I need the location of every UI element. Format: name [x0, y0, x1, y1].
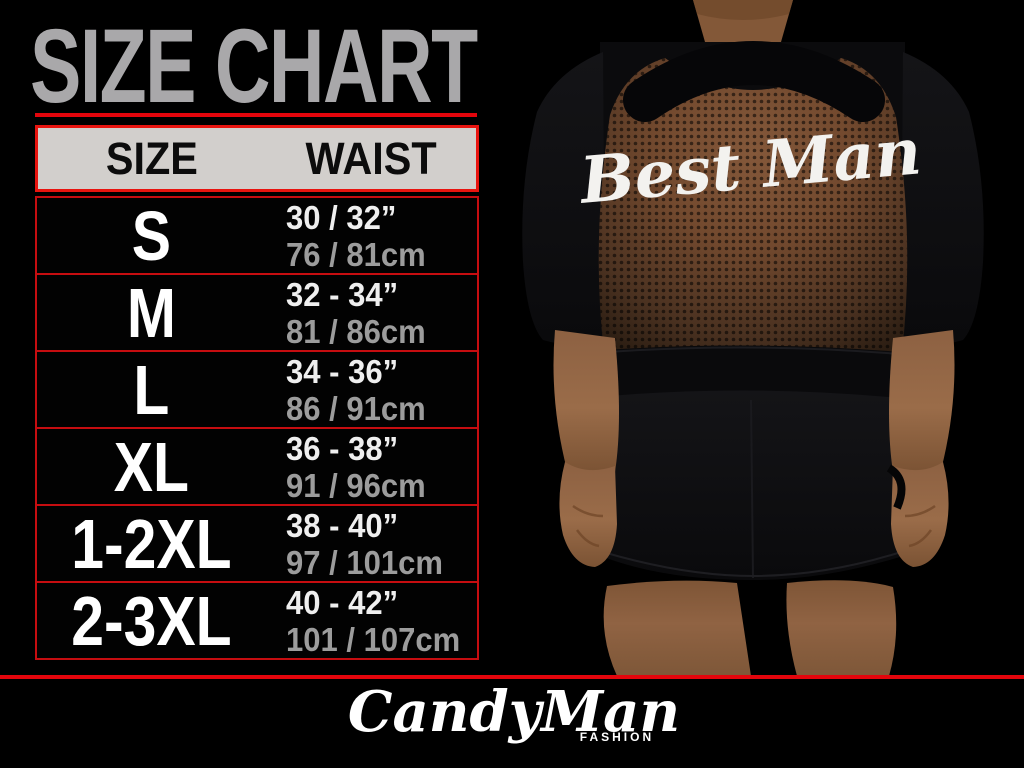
robe-belt [605, 345, 901, 402]
model-forearm-right [889, 330, 955, 472]
waist-centimeters: 101 / 107cm [285, 620, 461, 658]
waist-inches: 38 - 40” [285, 506, 398, 544]
waist-values: 30 / 32” 76 / 81cm [266, 199, 477, 273]
table-row: XL 36 - 38” 91 / 96cm [35, 427, 479, 506]
skirt-hem [602, 551, 902, 578]
brand-tagline: FASHION [579, 729, 655, 744]
page-title: SIZE CHART [30, 7, 478, 126]
size-label: XL [113, 427, 190, 506]
robe-sleeve-left [522, 52, 605, 345]
robe-collar [623, 41, 885, 122]
waist-centimeters: 86 / 91cm [285, 389, 426, 427]
model-forearm-left [553, 330, 619, 472]
waist-inches: 34 - 36” [285, 352, 398, 390]
product-photo: Best Man [485, 0, 1024, 676]
waist-centimeters: 97 / 101cm [285, 543, 443, 581]
hand-finger-lines-left [572, 504, 604, 548]
size-label: S [131, 196, 172, 275]
title-underline-divider [35, 113, 477, 117]
size-table-header: SIZE WAIST [35, 125, 479, 192]
model-thigh-right [786, 580, 897, 676]
table-row: M 32 - 34” 81 / 86cm [35, 273, 479, 352]
hand-finger-lines-right [904, 504, 936, 548]
size-label: M [126, 273, 176, 352]
brand-logo: CandyMan FASHION [347, 679, 681, 745]
table-row: 1-2XL 38 - 40” 97 / 101cm [35, 504, 479, 583]
neck-shadow [693, 0, 793, 20]
waist-centimeters: 76 / 81cm [285, 235, 426, 273]
waist-values: 32 - 34” 81 / 86cm [266, 276, 477, 350]
waist-inches: 40 - 42” [285, 583, 398, 621]
mesh-dot-texture [598, 58, 908, 352]
size-table: SIZE WAIST S 30 / 32” 76 / 81cm M 32 - 3… [35, 125, 479, 660]
table-row: L 34 - 36” 86 / 91cm [35, 350, 479, 429]
size-label: 2-3XL [71, 581, 232, 660]
brand-name: CandyMan [347, 679, 681, 745]
skirt-center-seam [750, 399, 754, 579]
model-back-illustration: Best Man [522, 0, 984, 676]
table-row: 2-3XL 40 - 42” 101 / 107cm [35, 581, 479, 660]
waist-centimeters: 81 / 86cm [285, 312, 426, 350]
waist-values: 36 - 38” 91 / 96cm [266, 430, 477, 504]
column-header-size: SIZE [105, 132, 198, 184]
belt-seam [606, 346, 900, 355]
waist-values: 38 - 40” 97 / 101cm [266, 507, 477, 581]
waist-inches: 36 - 38” [285, 429, 398, 467]
table-row: S 30 / 32” 76 / 81cm [35, 196, 479, 275]
size-label: 1-2XL [71, 504, 232, 583]
waist-centimeters: 91 / 96cm [285, 466, 426, 504]
waist-inches: 30 / 32” [285, 198, 397, 236]
waist-values: 40 - 42” 101 / 107cm [266, 584, 477, 658]
robe-tie-strap [886, 464, 906, 510]
robe-sleeve-right [901, 52, 984, 345]
footer-divider [0, 675, 1024, 679]
waist-inches: 32 - 34” [285, 275, 398, 313]
size-table-body: S 30 / 32” 76 / 81cm M 32 - 34” 81 / 86c… [35, 196, 479, 660]
column-header-waist: WAIST [305, 132, 437, 184]
size-label: L [133, 350, 170, 429]
waist-values: 34 - 36” 86 / 91cm [266, 353, 477, 427]
model-thigh-left [603, 580, 751, 676]
